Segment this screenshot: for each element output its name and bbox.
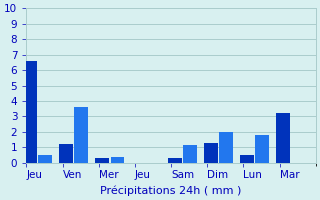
Bar — [95, 158, 109, 163]
Bar — [38, 155, 52, 163]
Bar — [183, 145, 197, 163]
Bar — [23, 61, 37, 163]
Bar — [75, 107, 88, 163]
Bar — [276, 113, 290, 163]
Bar — [59, 144, 73, 163]
Bar — [111, 157, 124, 163]
X-axis label: Précipitations 24h ( mm ): Précipitations 24h ( mm ) — [100, 185, 242, 196]
Bar — [204, 143, 218, 163]
Bar — [240, 155, 254, 163]
Bar — [219, 132, 233, 163]
Bar — [255, 135, 269, 163]
Bar — [168, 158, 181, 163]
